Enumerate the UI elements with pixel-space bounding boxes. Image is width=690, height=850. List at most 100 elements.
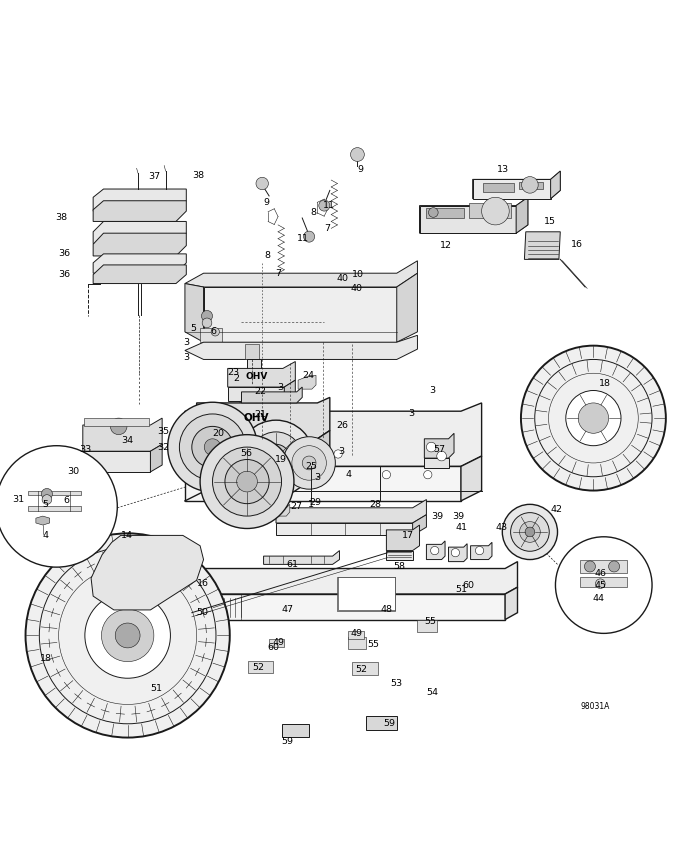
- Circle shape: [85, 592, 170, 678]
- Circle shape: [502, 504, 558, 559]
- Polygon shape: [386, 551, 413, 559]
- Polygon shape: [473, 171, 560, 199]
- Text: 40: 40: [337, 275, 348, 283]
- Text: 39: 39: [431, 512, 444, 520]
- Text: 52: 52: [252, 663, 264, 672]
- Text: 44: 44: [592, 594, 604, 604]
- Circle shape: [431, 547, 439, 555]
- Text: 3: 3: [314, 473, 320, 482]
- Text: 8: 8: [264, 251, 270, 260]
- Text: 38: 38: [55, 213, 68, 223]
- Text: 58: 58: [393, 562, 405, 571]
- Text: 7: 7: [324, 224, 330, 233]
- Polygon shape: [81, 489, 91, 502]
- Polygon shape: [83, 418, 162, 451]
- Text: 59: 59: [282, 736, 293, 745]
- Text: 5: 5: [190, 324, 197, 333]
- Polygon shape: [264, 551, 339, 564]
- Circle shape: [520, 522, 540, 542]
- Text: 55: 55: [367, 640, 379, 649]
- Circle shape: [200, 434, 294, 529]
- Text: 31: 31: [12, 495, 25, 504]
- Polygon shape: [505, 587, 518, 620]
- Text: 59: 59: [383, 718, 395, 728]
- Polygon shape: [197, 439, 317, 468]
- Circle shape: [555, 537, 652, 633]
- Polygon shape: [461, 456, 482, 501]
- Text: 15: 15: [544, 217, 555, 226]
- Circle shape: [426, 442, 436, 452]
- Bar: [417, 620, 437, 632]
- Text: 27: 27: [290, 502, 302, 511]
- Circle shape: [566, 390, 621, 445]
- Bar: [348, 631, 364, 639]
- Polygon shape: [8, 480, 91, 496]
- Circle shape: [101, 609, 154, 661]
- Text: 9: 9: [263, 198, 269, 207]
- Text: 49: 49: [351, 629, 362, 638]
- Text: 47: 47: [282, 605, 293, 615]
- Circle shape: [283, 437, 335, 489]
- Circle shape: [424, 471, 432, 479]
- Circle shape: [302, 456, 316, 470]
- Polygon shape: [28, 490, 81, 496]
- Text: 9: 9: [357, 165, 364, 174]
- Circle shape: [110, 418, 127, 434]
- Polygon shape: [204, 287, 397, 343]
- Text: 29: 29: [309, 498, 321, 507]
- Text: 23: 23: [228, 368, 240, 377]
- Polygon shape: [83, 451, 150, 472]
- Text: 52: 52: [355, 666, 367, 674]
- Text: 14: 14: [121, 531, 132, 540]
- Bar: [282, 724, 309, 737]
- Text: 51: 51: [150, 684, 162, 693]
- Polygon shape: [185, 467, 461, 501]
- Bar: [84, 418, 149, 427]
- Text: 33: 33: [79, 445, 92, 454]
- Text: 55: 55: [424, 617, 436, 626]
- Text: 3: 3: [277, 382, 283, 392]
- Polygon shape: [426, 541, 445, 559]
- Circle shape: [351, 148, 364, 162]
- Polygon shape: [420, 206, 516, 233]
- Polygon shape: [580, 559, 627, 574]
- Text: 40: 40: [351, 284, 362, 293]
- Text: 24: 24: [302, 371, 314, 380]
- Text: 98031A: 98031A: [581, 702, 611, 711]
- Text: OHV: OHV: [246, 372, 268, 381]
- Bar: [366, 717, 397, 730]
- Text: 42: 42: [551, 505, 562, 513]
- Text: 2: 2: [233, 374, 239, 382]
- Polygon shape: [200, 328, 222, 343]
- Polygon shape: [424, 434, 454, 458]
- Text: 18: 18: [599, 379, 611, 388]
- Polygon shape: [93, 265, 186, 284]
- Text: 48: 48: [381, 605, 393, 615]
- Text: 3: 3: [184, 353, 190, 362]
- Polygon shape: [241, 387, 302, 403]
- Polygon shape: [228, 361, 295, 387]
- Polygon shape: [448, 544, 467, 562]
- Bar: [483, 184, 514, 192]
- Circle shape: [250, 432, 302, 484]
- Text: 60: 60: [268, 643, 279, 652]
- Circle shape: [584, 561, 595, 572]
- Polygon shape: [276, 500, 426, 523]
- Text: 4: 4: [345, 470, 351, 479]
- Text: 45: 45: [595, 581, 607, 590]
- Text: 5: 5: [43, 500, 49, 509]
- Polygon shape: [185, 284, 204, 343]
- Circle shape: [451, 548, 460, 557]
- Circle shape: [304, 231, 315, 242]
- Polygon shape: [298, 376, 316, 389]
- Text: 37: 37: [148, 172, 161, 181]
- Circle shape: [41, 489, 52, 500]
- Circle shape: [578, 403, 609, 434]
- Circle shape: [482, 197, 509, 225]
- Polygon shape: [185, 335, 417, 360]
- Text: 39: 39: [452, 512, 464, 520]
- Polygon shape: [240, 380, 261, 405]
- Polygon shape: [397, 273, 417, 343]
- Circle shape: [334, 450, 342, 458]
- Bar: [348, 637, 366, 649]
